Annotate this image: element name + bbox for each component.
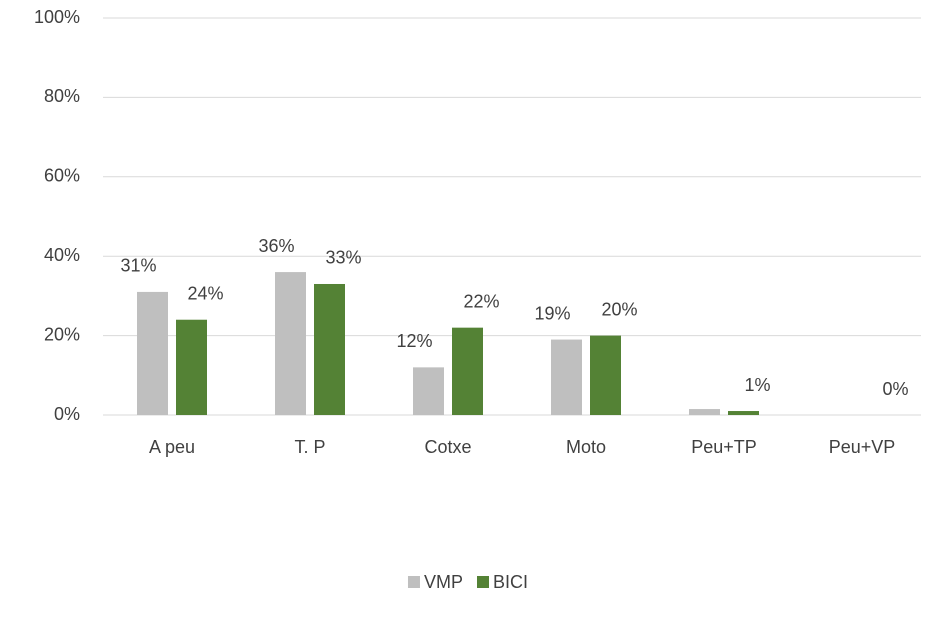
bar [452,327,483,415]
bar [176,319,207,415]
bar [137,291,168,415]
bar [590,335,621,415]
bar [314,283,345,415]
data-label: 36% [258,236,294,256]
legend-label: BICI [493,572,528,592]
bar [728,411,759,415]
data-label: 1% [744,375,770,395]
data-label: 0% [882,379,908,399]
legend-label: VMP [424,572,463,592]
y-tick-label: 40% [44,245,80,265]
bar [275,272,306,415]
data-label: 20% [601,299,637,319]
x-tick-label: Peu+VP [829,437,896,457]
legend-swatch [477,576,489,588]
x-tick-label: T. P [294,437,325,457]
x-tick-label: A peu [149,437,195,457]
y-tick-label: 60% [44,166,80,186]
data-label: 12% [396,331,432,351]
y-tick-label: 0% [54,404,80,424]
bar [689,409,720,415]
data-label: 33% [325,248,361,268]
x-tick-label: Cotxe [424,437,471,457]
bar [413,367,444,415]
bar [551,339,582,415]
data-label: 31% [120,256,156,276]
legend-swatch [407,576,420,588]
data-label: 19% [534,303,570,323]
y-tick-label: 100% [34,7,80,27]
data-label: 24% [187,283,223,303]
data-label: 22% [463,291,499,311]
y-tick-label: 80% [44,86,80,106]
y-tick-label: 20% [44,324,80,344]
x-tick-label: Moto [566,437,606,457]
x-tick-label: Peu+TP [691,437,757,457]
